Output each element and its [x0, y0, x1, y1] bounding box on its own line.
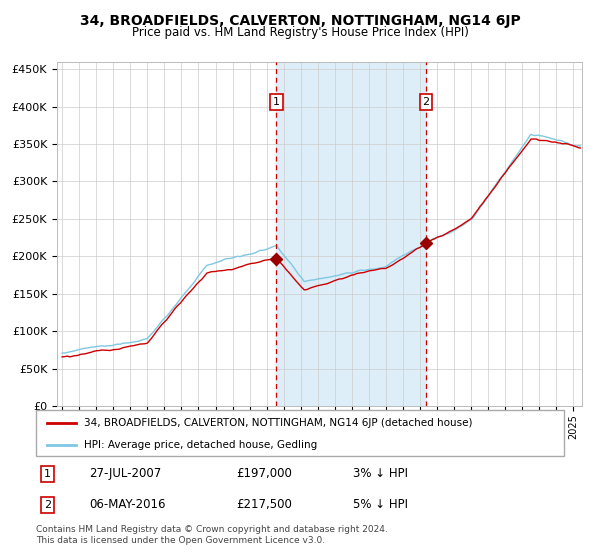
Text: £197,000: £197,000 — [236, 467, 293, 480]
Text: 06-MAY-2016: 06-MAY-2016 — [89, 498, 166, 511]
Text: 2: 2 — [422, 97, 430, 107]
Text: 34, BROADFIELDS, CALVERTON, NOTTINGHAM, NG14 6JP (detached house): 34, BROADFIELDS, CALVERTON, NOTTINGHAM, … — [83, 418, 472, 428]
Text: 3% ↓ HPI: 3% ↓ HPI — [353, 467, 408, 480]
Text: 27-JUL-2007: 27-JUL-2007 — [89, 467, 161, 480]
Text: £217,500: £217,500 — [236, 498, 293, 511]
Text: Contains HM Land Registry data © Crown copyright and database right 2024.
This d: Contains HM Land Registry data © Crown c… — [36, 525, 388, 545]
Text: 2: 2 — [44, 500, 51, 510]
Text: Price paid vs. HM Land Registry's House Price Index (HPI): Price paid vs. HM Land Registry's House … — [131, 26, 469, 39]
Text: 1: 1 — [273, 97, 280, 107]
Bar — [277, 62, 426, 406]
Text: 1: 1 — [44, 469, 51, 479]
Text: 5% ↓ HPI: 5% ↓ HPI — [353, 498, 408, 511]
Text: 34, BROADFIELDS, CALVERTON, NOTTINGHAM, NG14 6JP: 34, BROADFIELDS, CALVERTON, NOTTINGHAM, … — [80, 14, 520, 28]
FancyBboxPatch shape — [36, 410, 564, 456]
Text: HPI: Average price, detached house, Gedling: HPI: Average price, detached house, Gedl… — [83, 440, 317, 450]
